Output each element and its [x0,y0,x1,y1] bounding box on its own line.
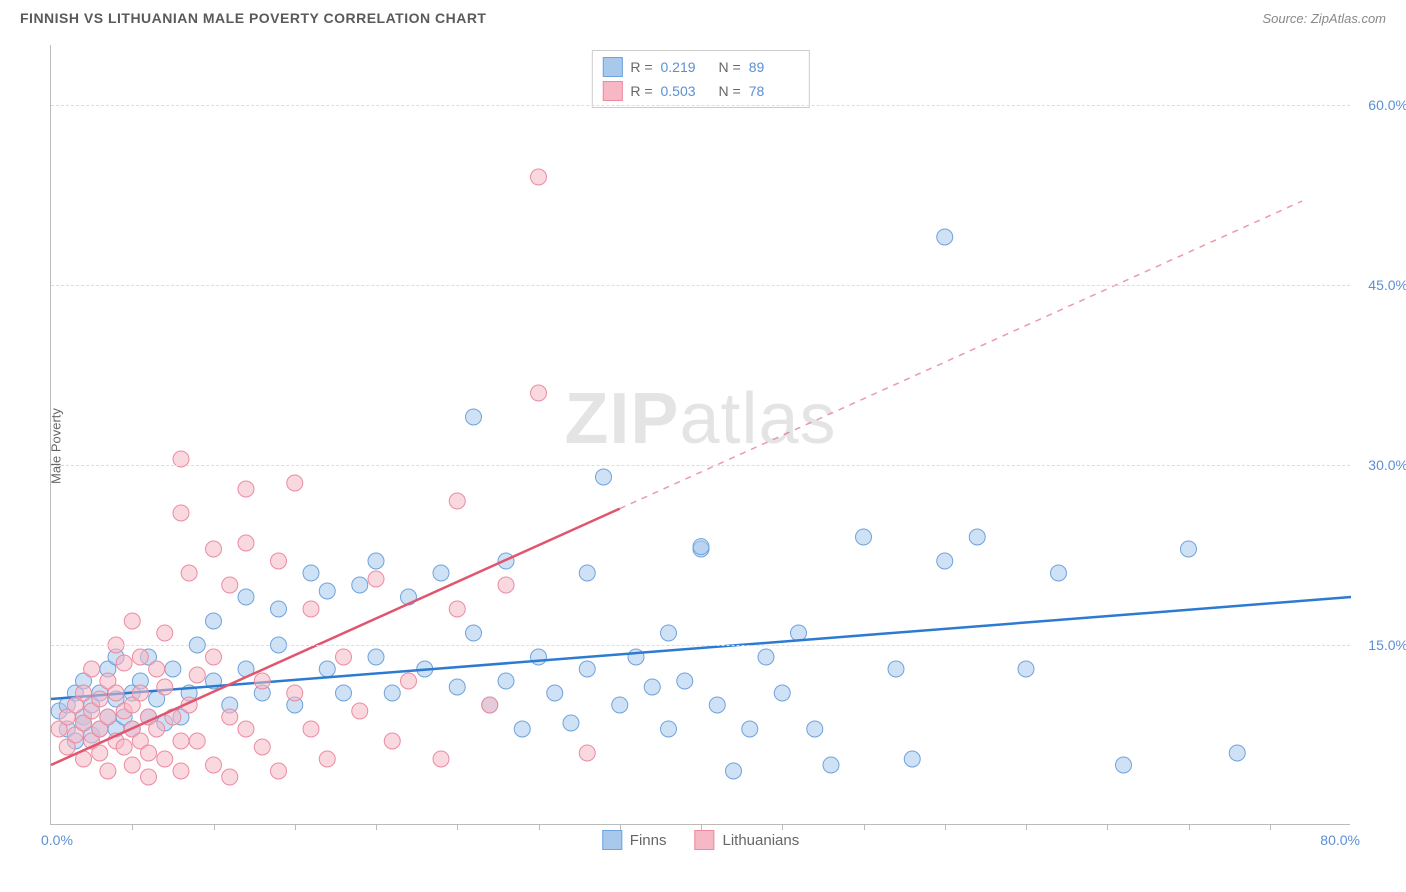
x-axis-min: 0.0% [41,832,73,848]
swatch-lith [602,81,622,101]
legend-item-lith: Lithuanians [694,830,799,850]
x-axis-max: 80.0% [1320,832,1360,848]
legend-row-lith: R = 0.503 N = 78 [602,79,798,103]
r-label: R = [630,59,652,75]
legend-row-finns: R = 0.219 N = 89 [602,55,798,79]
scatter-svg [51,45,1350,824]
r-label: R = [630,83,652,99]
chart-plot-area: ZIPatlas R = 0.219 N = 89 R = 0.503 N = … [50,45,1350,825]
n-label: N = [719,59,741,75]
n-value-finns: 89 [749,59,799,75]
source-label: Source: ZipAtlas.com [1262,11,1386,26]
swatch-lith-icon [694,830,714,850]
series-legend: Finns Lithuanians [602,830,799,850]
chart-title: FINNISH VS LITHUANIAN MALE POVERTY CORRE… [20,10,487,26]
swatch-finns-icon [602,830,622,850]
series-name-lith: Lithuanians [722,832,799,849]
n-label: N = [719,83,741,99]
legend-item-finns: Finns [602,830,667,850]
correlation-legend: R = 0.219 N = 89 R = 0.503 N = 78 [591,50,809,108]
r-value-finns: 0.219 [661,59,711,75]
n-value-lith: 78 [749,83,799,99]
series-name-finns: Finns [630,832,667,849]
r-value-lith: 0.503 [661,83,711,99]
swatch-finns [602,57,622,77]
